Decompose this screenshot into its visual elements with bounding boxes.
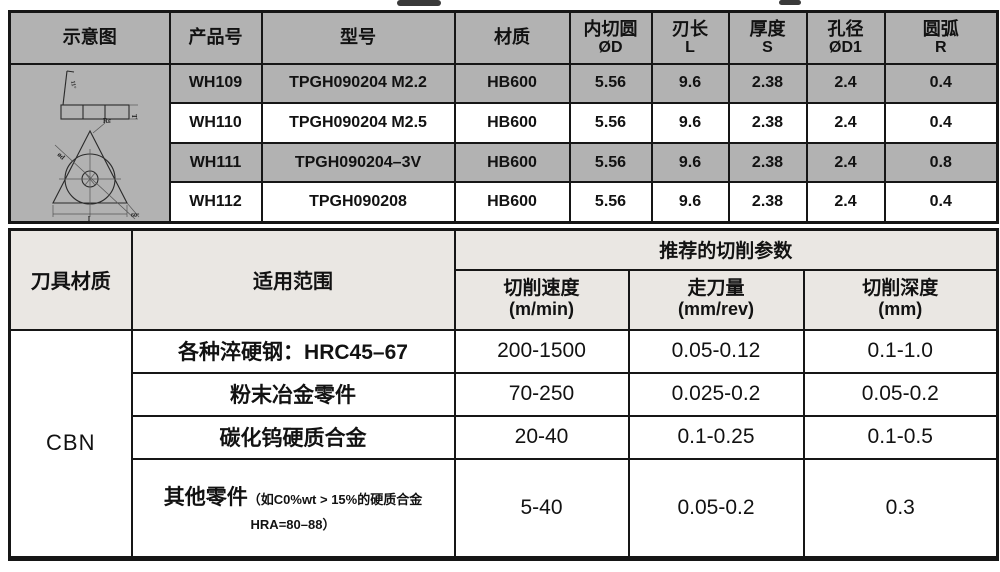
speed-header: 切削速度 (m/min) (453, 268, 630, 331)
feed-cell: 0.1-0.25 (627, 414, 805, 460)
col-header-edge-length: 刃长 L (650, 10, 730, 65)
cell-inscribed-circle: 5.56 (568, 62, 653, 105)
feed-cell: 0.025-0.2 (627, 371, 805, 417)
col-header-product: 产品号 (168, 10, 263, 65)
cell-product: WH111 (168, 141, 263, 184)
cell-thickness: 2.38 (727, 141, 808, 184)
cutting-row: 其他零件（如C0%wt > 15%的硬质合金HRA=80–88） 5-40 0.… (10, 457, 999, 560)
cell-inscribed-circle: 5.56 (568, 102, 653, 144)
depth-cell: 0.1-0.5 (802, 414, 999, 460)
feed-cell: 0.05-0.12 (627, 328, 805, 374)
cutting-row: 碳化钨硬质合金 20-40 0.1-0.25 0.1-0.5 (10, 414, 999, 460)
cell-product: WH112 (168, 181, 263, 223)
cell-corner-radius: 0.4 (883, 62, 999, 105)
diagram-angle-label: 11° (69, 80, 77, 90)
speed-cell: 70-250 (453, 371, 630, 417)
cell-edge-length: 9.6 (650, 102, 730, 144)
cell-product: WH109 (168, 62, 263, 105)
spec-row-wh112: WH112 TPGH090208 HB600 5.56 9.6 2.38 2.4… (10, 181, 999, 223)
cell-thickness: 2.38 (727, 102, 808, 144)
cutting-row: 粉末冶金零件 70-250 0.025-0.2 0.05-0.2 (10, 371, 999, 417)
cell-hole-diameter: 2.4 (805, 62, 886, 105)
cell-material: HB600 (453, 181, 571, 223)
col-header-hole-diameter: 孔径 ØD1 (805, 10, 886, 65)
insert-schematic-drawing: 11° T ød (51, 69, 140, 221)
depth-cell: 0.1-1.0 (802, 328, 999, 374)
spec-row-wh109: 11° T ød (8, 62, 999, 223)
scope-cell: 各种淬硬钢：HRC45–67 (130, 328, 456, 374)
cell-model: TPGH090204–3V (260, 141, 456, 184)
scan-artifact (779, 0, 801, 5)
cell-model: TPGH090208 (260, 181, 456, 223)
cell-thickness: 2.38 (727, 181, 808, 223)
cell-material: HB600 (453, 102, 571, 144)
cell-inscribed-circle: 5.56 (568, 141, 653, 184)
col-header-diagram: 示意图 (8, 10, 171, 65)
diagram-diameter-label: ød (55, 150, 66, 161)
diagram-base-angle-label: 60° (131, 212, 140, 219)
cell-hole-diameter: 2.4 (805, 102, 886, 144)
cell-edge-length: 9.6 (650, 62, 730, 105)
scan-artifact (397, 0, 441, 6)
cell-corner-radius: 0.4 (883, 181, 999, 223)
cell-corner-radius: 0.8 (883, 141, 999, 184)
spec-row-wh110: WH110 TPGH090204 M2.5 HB600 5.56 9.6 2.3… (10, 102, 999, 144)
col-header-thickness: 厚度 S (727, 10, 808, 65)
col-header-inscribed-circle: 内切圆 ØD (568, 10, 653, 65)
diagram-thickness-label: T (130, 114, 138, 119)
col-header-model: 型号 (260, 10, 456, 65)
params-header: 推荐的切削参数 (453, 228, 999, 271)
cell-hole-diameter: 2.4 (805, 141, 886, 184)
cell-model: TPGH090204 M2.2 (260, 62, 456, 105)
cell-edge-length: 9.6 (650, 141, 730, 184)
feed-cell: 0.05-0.2 (627, 457, 805, 560)
cell-hole-diameter: 2.4 (805, 181, 886, 223)
scope-cell: 粉末冶金零件 (130, 371, 456, 417)
diagram-corner-radius-label: Rε (103, 117, 111, 125)
speed-cell: 200-1500 (453, 328, 630, 374)
tool-material-value: CBN (8, 328, 133, 560)
depth-cell: 0.05-0.2 (802, 371, 999, 417)
spec-header-row: 示意图 产品号 型号 材质 内切圆 ØD 刃长 L 厚度 S 孔径 ØD1 圆弧 R (8, 10, 999, 65)
insert-schematic: 11° T ød (8, 62, 171, 223)
cell-corner-radius: 0.4 (883, 102, 999, 144)
scope-header: 适用范围 (130, 228, 456, 331)
cutting-parameters-table: 刀具材质 适用范围 推荐的切削参数 切削速度 (m/min) 走刀量 (mm/rev… (8, 228, 999, 561)
cell-inscribed-circle: 5.56 (568, 181, 653, 223)
diagram-length-label: l (88, 215, 90, 221)
scope-cell: 碳化钨硬质合金 (130, 414, 456, 460)
cutting-row: CBN 各种淬硬钢：HRC45–67 200-1500 0.05-0.12 0.… (8, 328, 999, 560)
spec-row-wh111: WH111 TPGH090204–3V HB600 5.56 9.6 2.38 … (10, 141, 999, 184)
depth-header: 切削深度 (mm) (802, 268, 999, 331)
cell-thickness: 2.38 (727, 62, 808, 105)
depth-cell: 0.3 (802, 457, 999, 560)
cell-material: HB600 (453, 62, 571, 105)
scope-cell: 其他零件（如C0%wt > 15%的硬质合金HRA=80–88） (130, 457, 456, 560)
cell-model: TPGH090204 M2.5 (260, 102, 456, 144)
speed-cell: 5-40 (453, 457, 630, 560)
tool-material-header: 刀具材质 (8, 228, 133, 331)
cell-product: WH110 (168, 102, 263, 144)
cell-edge-length: 9.6 (650, 181, 730, 223)
col-header-material: 材质 (453, 10, 571, 65)
spec-table: 示意图 产品号 型号 材质 内切圆 ØD 刃长 L 厚度 S 孔径 ØD1 圆弧 R 11… (8, 10, 999, 224)
feed-header: 走刀量 (mm/rev) (627, 268, 805, 331)
col-header-corner-radius: 圆弧 R (883, 10, 999, 65)
speed-cell: 20-40 (453, 414, 630, 460)
cell-material: HB600 (453, 141, 571, 184)
